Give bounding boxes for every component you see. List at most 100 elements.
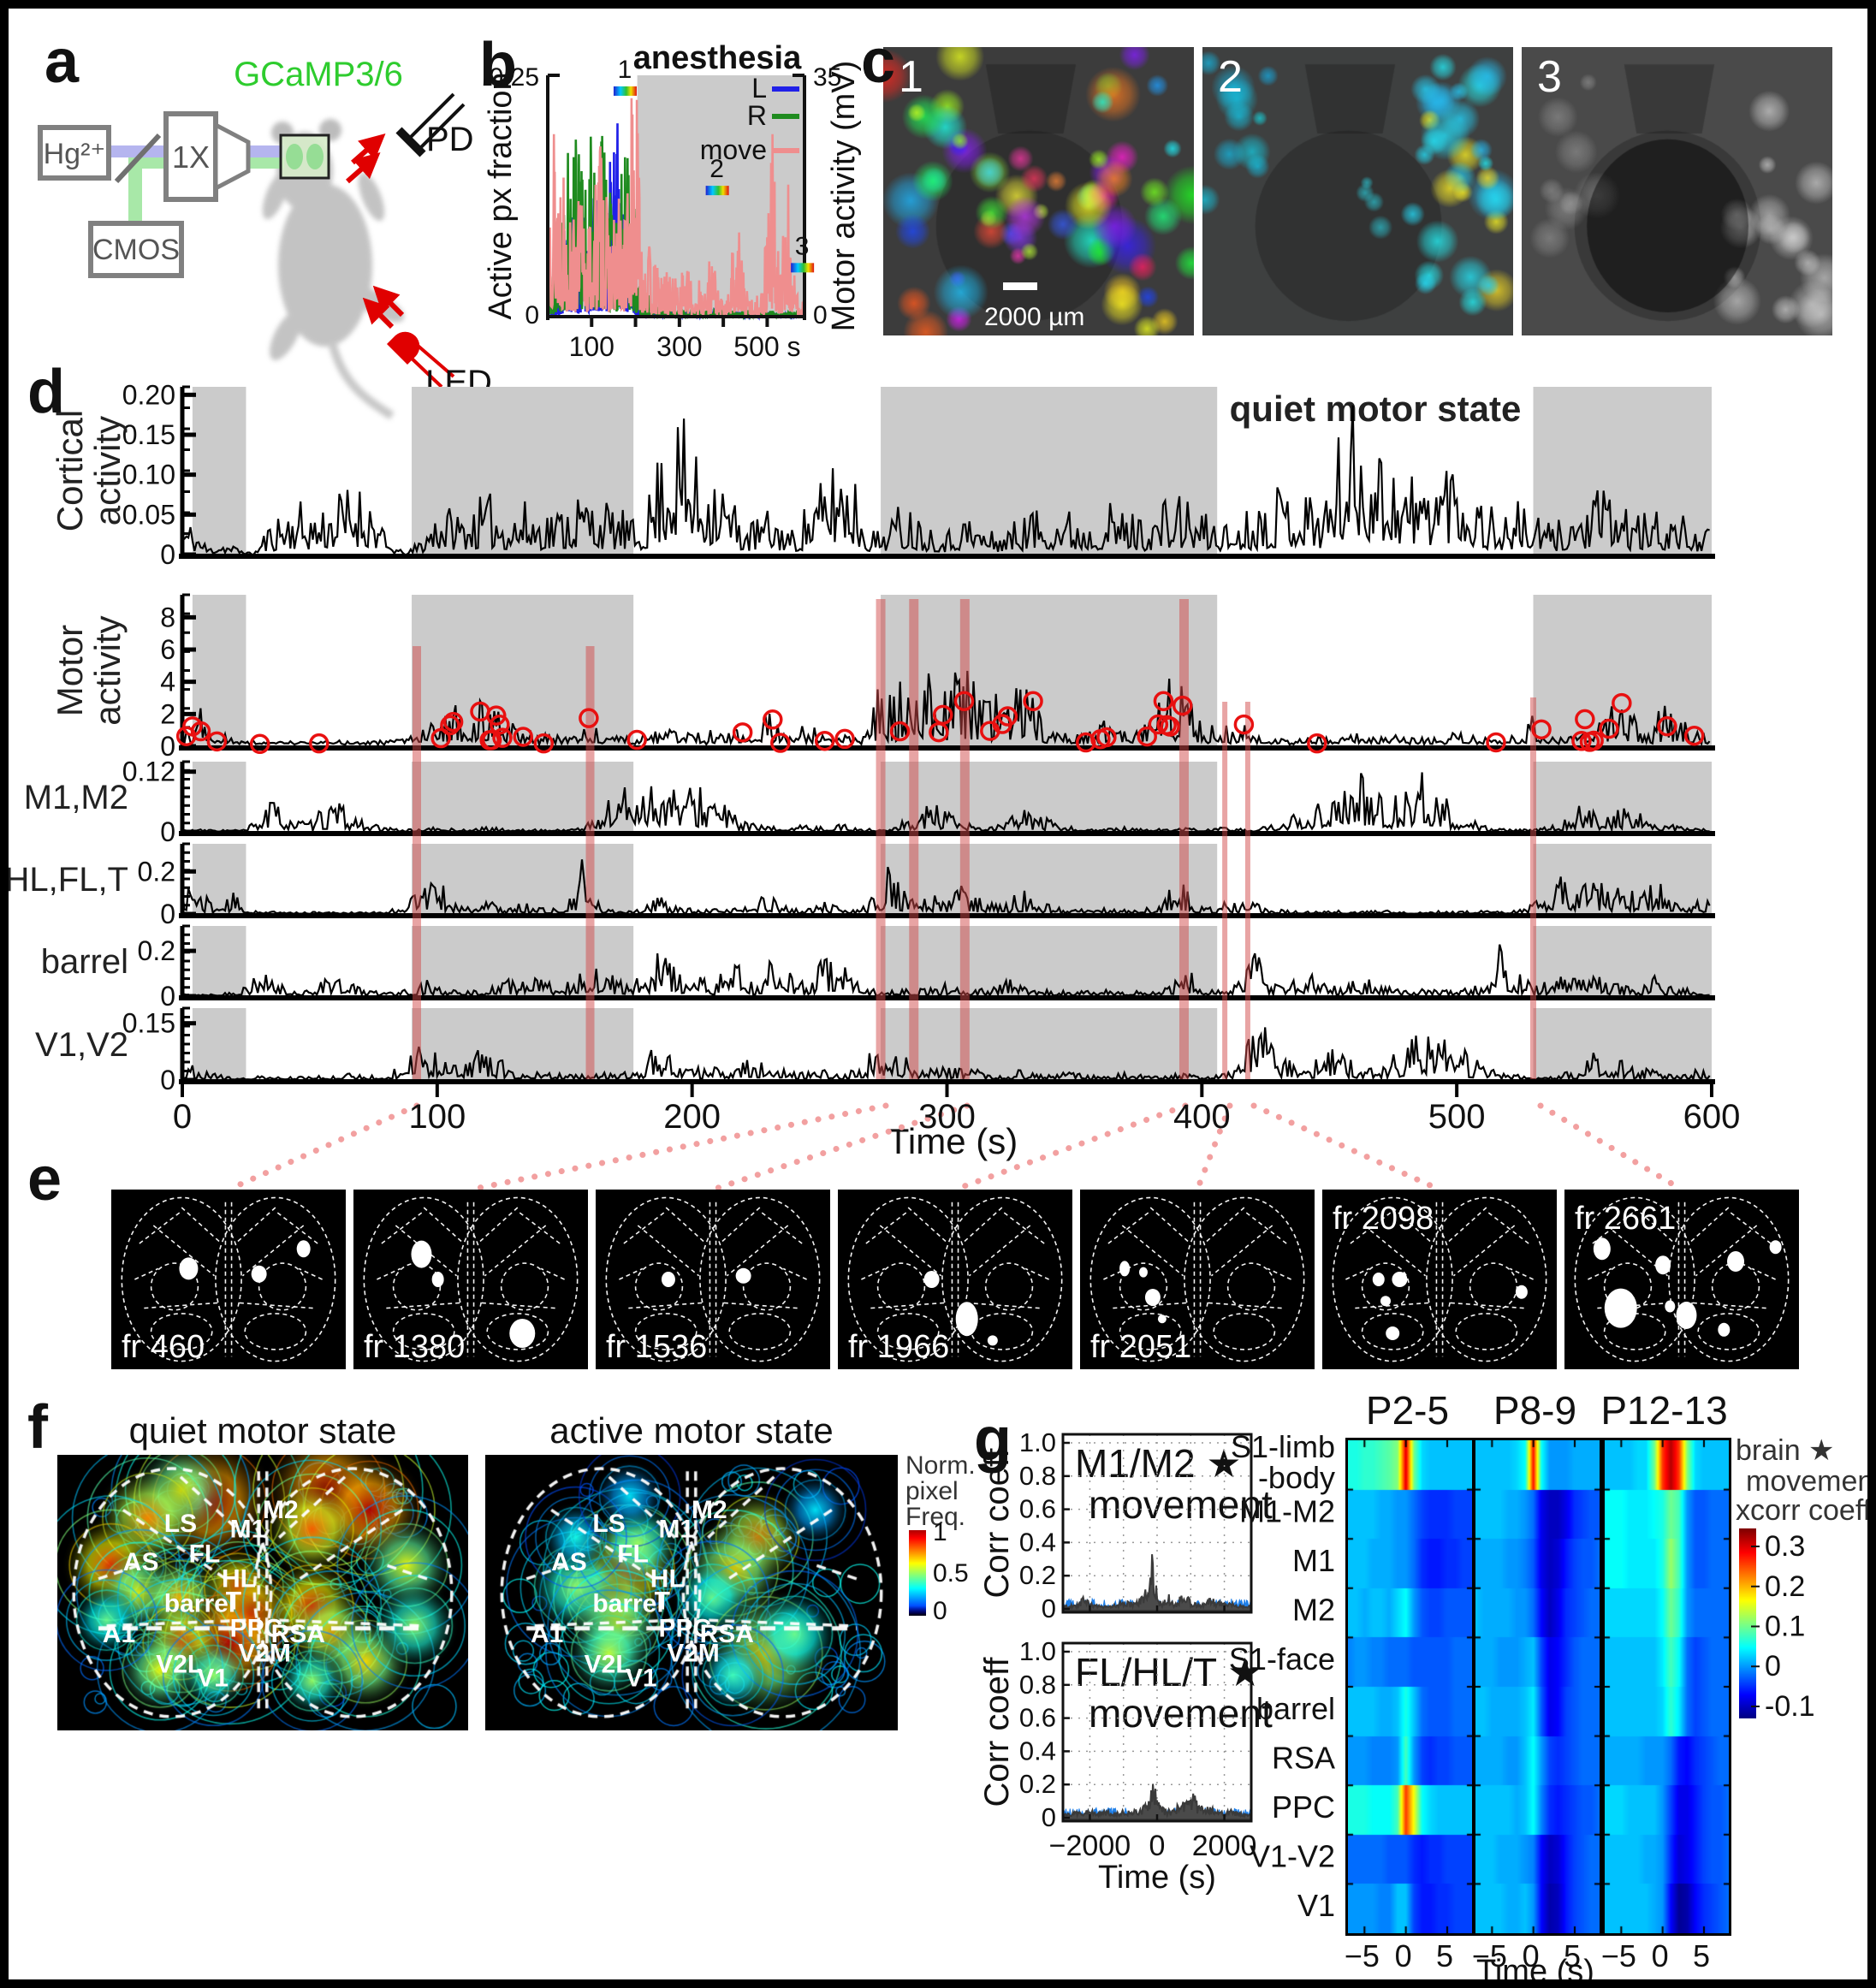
b-image-marker-label: 2: [709, 155, 724, 183]
d-ytick-motor: 4: [160, 667, 175, 697]
f-region-label-LS: LS: [592, 1510, 625, 1538]
b-legend-label: R: [747, 100, 767, 131]
d-movement-circle: [490, 714, 510, 735]
c-brain-image-2: [1202, 47, 1513, 335]
d-ytick-cortical: 0.15: [122, 419, 175, 450]
d-ytick-m1m2: 0: [160, 816, 175, 847]
d-movement-circle: [309, 733, 329, 754]
f-colorbar-tick: 0.5: [933, 1559, 969, 1587]
e-frame-bg: [1322, 1190, 1557, 1369]
e-frame: fr 1536: [596, 1190, 830, 1369]
panel-b-title: anesthesia: [633, 40, 802, 76]
d-movement-circle: [814, 730, 835, 751]
g-colorbar-tick: 0.2: [1765, 1570, 1805, 1603]
g-ytick: 0: [1042, 1802, 1056, 1832]
g-plot1-title-2: movement: [1089, 1482, 1273, 1527]
d-ytick-barrel: 0.2: [138, 935, 175, 966]
d-movement-circle: [1148, 714, 1169, 735]
e-frame-label: fr 2051: [1090, 1329, 1191, 1365]
d-ytick-motor: 0: [160, 731, 175, 762]
d-ytick-m1m2: 0.12: [122, 757, 175, 787]
d-ytick-hlflt: 0.2: [138, 856, 175, 887]
b-xtick: 500 s: [733, 331, 800, 362]
g-ytick: 0.2: [1019, 1560, 1056, 1590]
brain-right-hemisphere: [306, 144, 324, 169]
panel-label-b: b: [479, 31, 517, 99]
objective-label: 1X: [172, 139, 210, 175]
led-light-arrows: [362, 285, 405, 329]
d-movement-circle: [206, 731, 228, 752]
c-scale-bar: [1003, 282, 1037, 290]
d-movement-circle: [1153, 691, 1174, 712]
d-movement-circle: [440, 715, 460, 736]
e-active-region-blob: [1515, 1285, 1528, 1299]
d-ytick-barrel: 0: [160, 981, 175, 1012]
e-active-region-blob: [1676, 1302, 1697, 1329]
reflected-light-arrows: [346, 134, 386, 184]
g-xtick: 2000: [1192, 1830, 1257, 1862]
d-trace-motor: [181, 670, 1711, 748]
d-movement-event-bar: [1178, 599, 1189, 1080]
photodiode-icon: [395, 92, 466, 157]
e-connector-dotted-line: [709, 1102, 971, 1193]
panel-label-d: d: [27, 358, 65, 426]
d-gray-band: [412, 1008, 634, 1080]
g-heatmap-row-label: barrel: [1256, 1691, 1335, 1726]
d-movement-circle: [953, 691, 975, 712]
e-active-region-blob: [296, 1240, 311, 1258]
f-region-label-V2M: V2M: [667, 1640, 720, 1668]
d-movement-circle: [932, 704, 953, 726]
dichroic-mirror: [114, 133, 162, 184]
e-active-region-blob: [509, 1319, 536, 1348]
panel-b-ylabel-right: Motor activity (mV): [826, 61, 862, 332]
d-movement-circle: [1160, 716, 1180, 737]
g-colorbar-tick: 0.3: [1765, 1530, 1805, 1563]
g-heatmap-xtick: 5: [1564, 1938, 1581, 1973]
g-heatmap-xtick: 5: [1436, 1938, 1453, 1973]
d-gray-band: [881, 387, 1218, 555]
e-active-region-blob: [1392, 1272, 1408, 1287]
objective-box: [163, 111, 218, 202]
b-image-marker-label: 3: [795, 232, 810, 260]
d-xtick: 500: [1428, 1098, 1486, 1136]
d-gray-band: [192, 1008, 246, 1080]
d-movement-circle: [190, 721, 211, 742]
f-region-label-V2L: V2L: [156, 1650, 203, 1678]
g-heatmap-row-label: PPC: [1272, 1789, 1335, 1825]
g-ytick: 1.0: [1019, 1427, 1056, 1457]
d-ytick-cortical: 0.20: [122, 379, 175, 410]
f-region-label-M1: M1: [658, 1516, 694, 1544]
g-heatmap-xtick: 0: [1523, 1938, 1540, 1973]
c-brain-image-1: [883, 47, 1194, 335]
g-ytick: 0.2: [1019, 1769, 1056, 1799]
f-region-label-barrel: barrel: [592, 1590, 663, 1618]
d-movement-circle: [834, 728, 855, 750]
f-region-label-FL: FL: [617, 1540, 649, 1569]
g-heatmap-row-label: M1: [1292, 1543, 1335, 1578]
g-heatmap-row-label: -body: [1258, 1460, 1335, 1495]
d-gray-band: [412, 844, 634, 914]
f-region-label-M2: M2: [692, 1496, 727, 1524]
g-heatmap-xtick: 0: [1652, 1938, 1669, 1973]
g-heatmap-row-label: M2: [1292, 1593, 1335, 1628]
e-active-region-blob: [923, 1271, 940, 1288]
b-image-marker-bar: [791, 263, 815, 273]
d-row-label-cortical: Cortical: [50, 410, 90, 531]
e-active-region-blob: [1157, 1314, 1167, 1324]
e-frame: fr 2051: [1080, 1190, 1315, 1369]
panel-f: quiet motor state active motor state Nor…: [129, 1410, 976, 1531]
d-gray-band: [192, 762, 246, 832]
g-heatmap-xtick: 0: [1395, 1938, 1412, 1973]
g-heatmap-title: P12-13: [1600, 1388, 1727, 1433]
g-colorbar-tick: 0.1: [1765, 1611, 1805, 1643]
g-heatmap-row-label: RSA: [1272, 1740, 1335, 1775]
mercury-lamp-box: [38, 125, 111, 181]
d-xtick: 600: [1683, 1098, 1741, 1136]
f-region-label-HL: HL: [222, 1565, 256, 1593]
d-movement-event-bar: [1222, 702, 1228, 1080]
g-corr-trace: [1062, 1554, 1252, 1611]
e-active-region-blob: [735, 1267, 751, 1284]
g-ytick: 0.4: [1019, 1736, 1056, 1765]
d-row-label-m1m2: M1,M2: [24, 779, 128, 816]
d-gray-band: [192, 926, 246, 996]
